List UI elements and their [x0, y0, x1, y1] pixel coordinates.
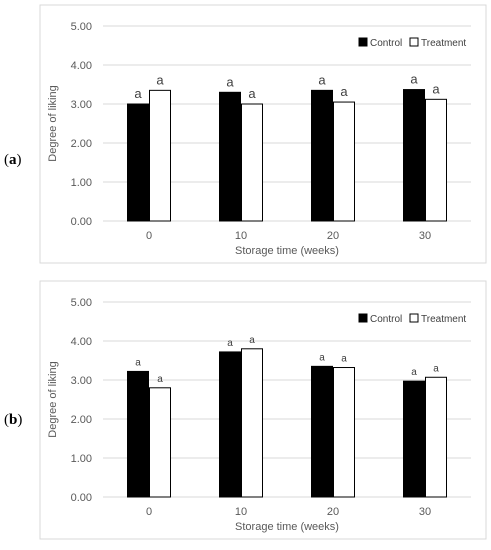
- panel-label-b-text: b: [9, 412, 18, 428]
- chart-b-xtick-label: 30: [419, 506, 431, 518]
- chart-b-xtick-label: 20: [327, 506, 339, 518]
- chart-a-legend-swatch-control: [358, 37, 368, 47]
- chart-b-bar-control-20: [311, 365, 333, 498]
- chart-b: 0.00 1.00 2.00 3.00 4.00 5.00 a a 0 a a 10 a a 20 a a 30 S…: [39, 280, 487, 540]
- chart-a-data-label: a: [340, 84, 348, 99]
- chart-b-bar-control-30: [403, 380, 425, 498]
- chart-a-ytick-label: 5.00: [71, 21, 92, 33]
- chart-b-bar-treatment-30: [425, 376, 447, 498]
- chart-a-data-label: a: [318, 72, 326, 87]
- chart-a-bar-treatment-30: [425, 98, 447, 222]
- chart-a-xtick-label: 30: [419, 230, 431, 242]
- chart-a-data-label: a: [248, 86, 256, 101]
- chart-b-x-axis-title: Storage time (weeks): [235, 521, 339, 533]
- chart-b-bar-treatment-0: [149, 387, 171, 498]
- panel-label-a-text: a: [9, 152, 17, 168]
- panel-label-b: (b): [4, 412, 23, 428]
- chart-a-bar-treatment-20: [333, 101, 355, 222]
- chart-b-data-label: a: [157, 374, 163, 385]
- chart-a-bar-treatment-10: [241, 103, 263, 222]
- chart-b-data-label: a: [319, 352, 325, 363]
- chart-b-data-label: a: [341, 354, 347, 365]
- chart-b-data-label: a: [433, 363, 439, 374]
- chart-a-ytick-label: 0.00: [71, 216, 92, 228]
- chart-b-data-label: a: [249, 335, 255, 346]
- chart-a-data-label: a: [410, 72, 418, 87]
- chart-b-ytick-label: 4.00: [71, 336, 92, 348]
- chart-a-data-label: a: [432, 81, 440, 96]
- chart-a-legend-swatch-treatment: [409, 37, 419, 47]
- panel-label-a: (a): [4, 152, 22, 168]
- chart-a-y-axis-title: Degree of liking: [47, 85, 59, 161]
- chart-a-ytick-label: 4.00: [71, 60, 92, 72]
- chart-b-bar-treatment-20: [333, 367, 355, 498]
- chart-a-data-label: a: [156, 72, 164, 87]
- chart-a-bar-treatment-0: [149, 89, 171, 222]
- chart-a-bar-control-30: [403, 89, 425, 222]
- chart-b-xtick-label: 0: [146, 506, 152, 518]
- chart-a-bar-control-0: [127, 103, 149, 222]
- chart-a-xtick-label: 0: [146, 230, 152, 242]
- chart-b-ytick-label: 1.00: [71, 453, 92, 465]
- chart-b-ytick-label: 5.00: [71, 297, 92, 309]
- chart-b-xtick-label: 10: [235, 506, 247, 518]
- chart-a-xtick-label: 20: [327, 230, 339, 242]
- chart-b-legend-swatch-control: [358, 313, 368, 323]
- chart-a-ytick-label: 2.00: [71, 138, 92, 150]
- chart-a: 0.001.002.003.004.005.00aa0aa10aa20aa30S…: [39, 4, 487, 264]
- chart-a-x-axis-title: Storage time (weeks): [235, 245, 339, 257]
- chart-b-data-label: a: [411, 367, 417, 378]
- chart-b-bar-control-10: [219, 351, 241, 498]
- chart-b-legend-swatch-treatment: [409, 313, 419, 323]
- chart-b-legend-label-treatment: Treatment: [421, 314, 466, 325]
- chart-b-ytick-label: 0.00: [71, 492, 92, 504]
- chart-b-legend-label-control: Control: [370, 314, 402, 325]
- chart-b-bar-control-0: [127, 370, 149, 498]
- chart-a-bar-control-20: [311, 89, 333, 222]
- chart-b-ytick-label: 2.00: [71, 414, 92, 426]
- chart-a-ytick-label: 1.00: [71, 177, 92, 189]
- chart-a-xtick-label: 10: [235, 230, 247, 242]
- chart-a-bar-control-10: [219, 91, 241, 222]
- chart-a-legend-label-treatment: Treatment: [421, 38, 466, 49]
- chart-a-data-label: a: [134, 86, 142, 101]
- chart-a-data-label: a: [226, 74, 234, 89]
- chart-b-data-label: a: [227, 338, 233, 349]
- chart-b-y-axis-title: Degree of liking: [47, 361, 59, 437]
- chart-a-ytick-label: 3.00: [71, 99, 92, 111]
- chart-b-data-label: a: [135, 357, 141, 368]
- chart-b-ytick-label: 3.00: [71, 375, 92, 387]
- chart-b-bar-treatment-10: [241, 348, 263, 498]
- chart-a-legend-label-control: Control: [370, 38, 402, 49]
